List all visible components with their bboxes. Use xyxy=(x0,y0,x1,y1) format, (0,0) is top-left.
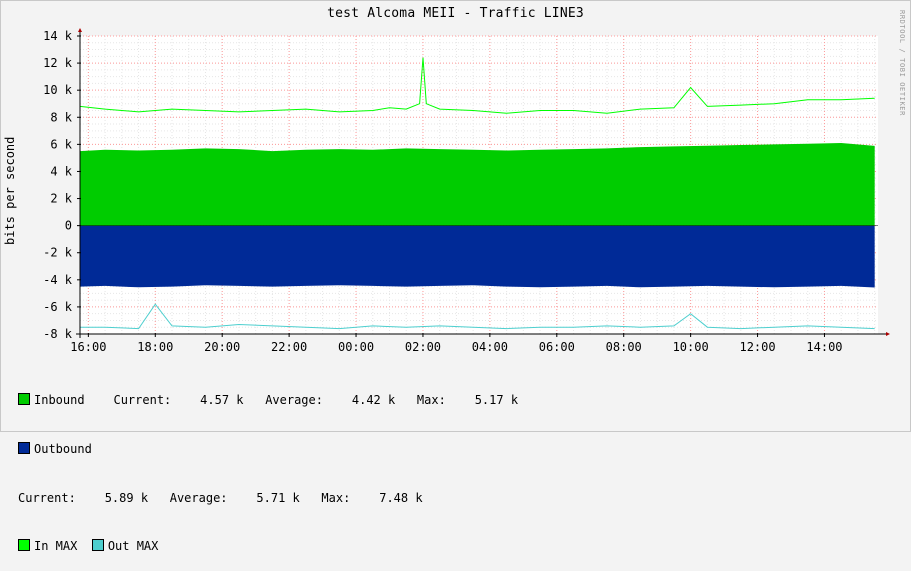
x-tick-label: 18:00 xyxy=(137,340,173,354)
x-tick-label: 08:00 xyxy=(606,340,642,354)
legend-row-max: In MAX Out MAX xyxy=(18,538,518,554)
inbound-swatch xyxy=(18,393,30,406)
chart-title: test Alcoma MEII - Traffic LINE3 xyxy=(327,6,584,21)
y-tick-label: 12 k xyxy=(43,56,73,70)
x-tick-label: 10:00 xyxy=(673,340,709,354)
legend-row-inbound: Inbound Current: 4.57 k Average: 4.42 k … xyxy=(18,392,518,408)
y-tick-label: 2 k xyxy=(50,192,72,206)
in-max-line xyxy=(79,57,875,114)
legend-row-outbound-stats: Current: 5.89 k Average: 5.71 k Max: 7.4… xyxy=(18,490,518,506)
y-axis-arrow xyxy=(78,28,82,32)
x-tick-label: 22:00 xyxy=(271,340,307,354)
legend-row-outbound: Outbound xyxy=(18,441,518,457)
outbound-area xyxy=(80,225,875,288)
legend-outbound-stats: Current: 5.89 k Average: 5.71 k Max: 7.4… xyxy=(18,490,423,505)
y-tick-label: -6 k xyxy=(43,300,73,314)
legend-outbound-label: Outbound xyxy=(34,442,92,456)
y-tick-label: 10 k xyxy=(43,83,73,97)
y-tick-label: 4 k xyxy=(50,164,72,178)
legend-inbound-text: Inbound Current: 4.57 k Average: 4.42 k … xyxy=(34,393,519,408)
y-tick-label: 0 xyxy=(65,219,72,233)
x-tick-label: 06:00 xyxy=(539,340,575,354)
x-tick-label: 04:00 xyxy=(472,340,508,354)
in-max-swatch xyxy=(18,539,30,552)
traffic-chart: 14 k 12 k 10 k 8 k 6 k 4 k 2 k 0 -2 k -4 k -6 k -8 … xyxy=(43,28,890,354)
x-tick-label: 20:00 xyxy=(204,340,240,354)
x-tick-label: 02:00 xyxy=(405,340,441,354)
y-tick-label: -8 k xyxy=(43,327,73,341)
x-tick-label: 12:00 xyxy=(739,340,775,354)
legend-out-max-label: Out MAX xyxy=(107,539,159,554)
x-axis-arrow xyxy=(886,332,890,336)
x-tick-label: 14:00 xyxy=(806,340,842,354)
legend-in-max-label: In MAX xyxy=(34,539,78,554)
out-max-line xyxy=(80,303,875,330)
legend: Inbound Current: 4.57 k Average: 4.42 k … xyxy=(18,360,518,571)
out-max-swatch xyxy=(91,539,104,552)
y-tick-label: -2 k xyxy=(43,246,73,260)
y-tick-label: 14 k xyxy=(43,29,73,43)
rrdtool-watermark: RRDTOOL / TOBI OETIKER xyxy=(898,10,906,116)
y-tick-label: -4 k xyxy=(43,273,73,287)
y-tick-label: 6 k xyxy=(50,137,72,151)
outbound-swatch xyxy=(18,442,30,454)
x-tick-label: 16:00 xyxy=(70,340,106,354)
y-tick-label: 8 k xyxy=(50,110,72,124)
x-tick-label: 00:00 xyxy=(338,340,374,354)
inbound-area xyxy=(80,143,875,226)
